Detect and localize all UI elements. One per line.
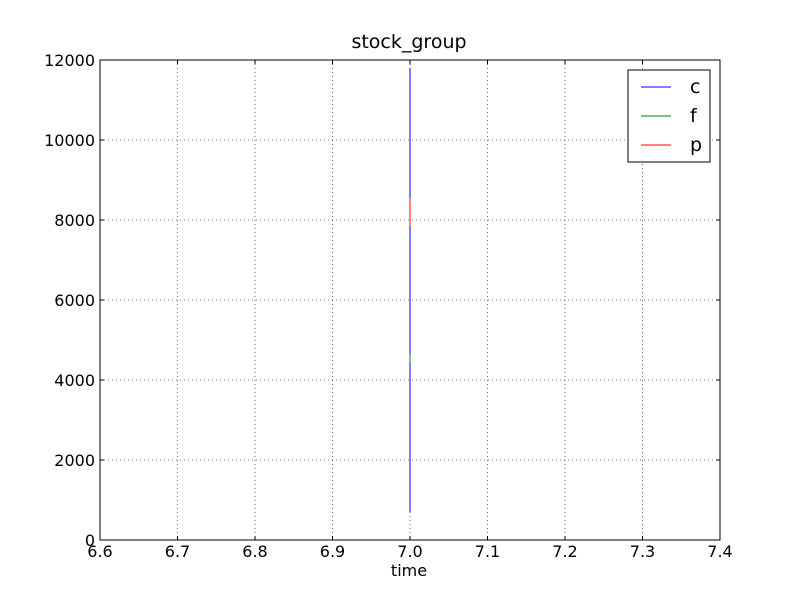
- axis-ticks: [99, 59, 721, 541]
- x-tick-label: 7.1: [475, 542, 500, 561]
- y-tick-label: 4000: [54, 371, 95, 390]
- x-axis-label: time: [391, 561, 427, 580]
- x-tick-label: 6.7: [165, 542, 190, 561]
- y-tick-labels: 0 2000 4000 6000 8000 10000 12000: [44, 51, 95, 550]
- x-tick-label: 6.6: [87, 542, 112, 561]
- y-tick-label: 10000: [44, 131, 95, 150]
- y-tick-label: 0: [85, 531, 95, 550]
- legend-label-p: p: [690, 134, 702, 156]
- x-tick-label: 7.0: [397, 542, 422, 561]
- y-tick-label: 6000: [54, 291, 95, 310]
- x-tick-label: 6.9: [320, 542, 345, 561]
- y-tick-label: 2000: [54, 451, 95, 470]
- x-tick-label: 7.2: [552, 542, 577, 561]
- y-tick-label: 12000: [44, 51, 95, 70]
- x-tick-label: 6.8: [242, 542, 267, 561]
- x-tick-label: 7.3: [630, 542, 655, 561]
- legend-label-f: f: [690, 105, 698, 127]
- y-tick-label: 8000: [54, 211, 95, 230]
- x-tick-label: 7.4: [707, 542, 732, 561]
- legend: cfp: [627, 69, 711, 163]
- chart-title: stock_group: [351, 31, 466, 53]
- x-tick-labels: 6.6 6.7 6.8 6.9 7.0 7.1 7.2 7.3 7.4: [87, 542, 732, 561]
- legend-label-c: c: [690, 76, 700, 98]
